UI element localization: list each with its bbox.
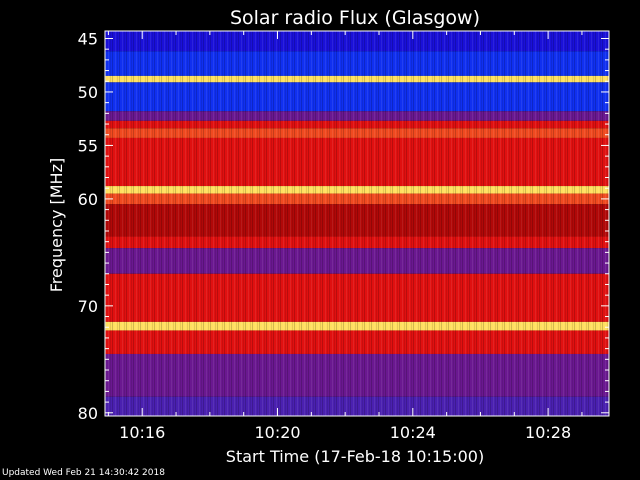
x-tick-label: 10:16 — [119, 423, 165, 442]
spectrum-texture — [105, 31, 609, 416]
x-axis-label: Start Time (17-Feb-18 10:15:00) — [226, 447, 484, 466]
x-tick-label: 10:24 — [390, 423, 436, 442]
updated-timestamp: Updated Wed Feb 21 14:30:42 2018 — [2, 468, 165, 478]
y-tick-label: 80 — [78, 404, 98, 423]
y-tick-label: 60 — [78, 190, 98, 209]
y-tick-label: 70 — [78, 297, 98, 316]
y-tick-label: 50 — [78, 83, 98, 102]
y-axis-label: Frequency [MHz] — [47, 158, 66, 292]
y-tick-label: 55 — [78, 136, 98, 155]
chart-title: Solar radio Flux (Glasgow) — [230, 7, 480, 29]
y-tick-label: 45 — [78, 29, 98, 48]
plot-area — [104, 30, 610, 417]
x-tick-label: 10:20 — [254, 423, 300, 442]
axis-ticks: 45 50 55 60 70 80 10:16 10:20 10:24 10:28 — [78, 29, 609, 442]
plot-frame — [104, 30, 610, 417]
x-tick-label: 10:28 — [525, 423, 571, 442]
